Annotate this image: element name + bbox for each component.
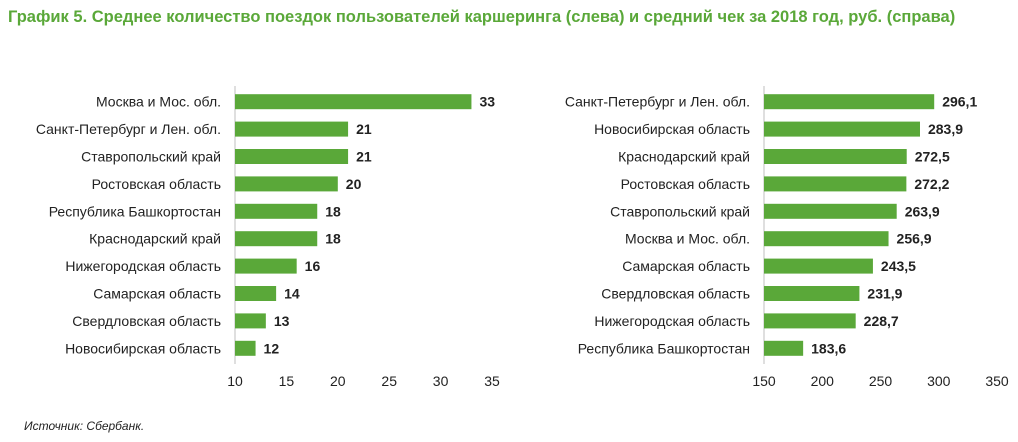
value-label: 33 [479, 94, 495, 110]
category-label: Москва и Мос. обл. [625, 231, 750, 247]
bar [235, 231, 318, 247]
bar [764, 313, 856, 329]
category-label: Нижегородская область [65, 258, 221, 274]
value-label: 20 [346, 176, 362, 192]
category-label: Ставропольский край [81, 149, 221, 165]
category-label: Самарская область [93, 286, 221, 302]
value-label: 263,9 [905, 203, 940, 219]
value-label: 14 [284, 286, 300, 302]
value-label: 18 [325, 203, 341, 219]
chart-title: График 5. Среднее количество поездок пол… [8, 8, 956, 26]
value-label: 243,5 [881, 258, 916, 274]
value-label: 231,9 [867, 286, 902, 302]
x-tick-label: 200 [811, 373, 835, 389]
bar [235, 149, 349, 164]
category-label: Ростовская область [621, 176, 750, 192]
x-tick-label: 35 [484, 373, 500, 389]
category-label: Москва и Мос. обл. [96, 94, 221, 110]
value-label: 16 [305, 258, 321, 274]
category-label: Краснодарский край [89, 231, 221, 247]
value-label: 183,6 [811, 340, 846, 356]
category-label: Республика Башкортостан [49, 203, 221, 219]
category-label: Краснодарский край [618, 149, 750, 165]
category-label: Санкт-Петербург и Лен. обл. [565, 94, 750, 110]
bar [764, 121, 920, 137]
x-tick-label: 20 [330, 373, 346, 389]
value-label: 12 [264, 340, 280, 356]
category-label: Нижегородская область [594, 313, 750, 329]
bar [235, 286, 277, 301]
x-tick-label: 350 [985, 373, 1009, 389]
value-label: 18 [325, 231, 341, 247]
category-label: Новосибирская область [594, 121, 750, 137]
x-tick-label: 15 [279, 373, 295, 389]
value-label: 13 [274, 313, 290, 329]
category-label: Республика Башкортостан [578, 340, 750, 356]
x-tick-label: 30 [433, 373, 449, 389]
x-tick-label: 25 [381, 373, 397, 389]
value-label: 21 [356, 121, 372, 137]
bar [764, 231, 889, 247]
bar [764, 149, 907, 164]
bar [235, 258, 297, 274]
x-tick-label: 10 [227, 373, 243, 389]
value-label: 228,7 [864, 313, 899, 329]
value-label: 272,5 [915, 149, 950, 165]
bar [764, 176, 907, 192]
x-tick-label: 300 [927, 373, 951, 389]
bar [764, 203, 897, 219]
value-label: 256,9 [897, 231, 932, 247]
value-label: 296,1 [942, 94, 977, 110]
x-tick-label: 150 [752, 373, 776, 389]
bar [764, 286, 860, 301]
bar [235, 313, 266, 329]
category-label: Ставропольский край [610, 203, 750, 219]
category-label: Самарская область [622, 258, 750, 274]
category-label: Санкт-Петербург и Лен. обл. [36, 121, 221, 137]
left-bar-chart: Москва и Мос. обл. 33 Санкт-Петербург и Ле… [36, 86, 500, 389]
value-label: 21 [356, 149, 372, 165]
bar [764, 340, 804, 356]
right-bar-chart: Санкт-Петербург и Лен. обл. 296,1 Новосиби… [565, 86, 1009, 389]
category-label: Новосибирская область [65, 340, 221, 356]
category-label: Ростовская область [92, 176, 221, 192]
bar [235, 121, 349, 137]
bar [764, 94, 935, 110]
value-label: 283,9 [928, 121, 963, 137]
bar [235, 176, 338, 192]
bar [235, 94, 472, 110]
bar [235, 203, 318, 219]
category-label: Свердловская область [601, 286, 750, 302]
value-label: 272,2 [914, 176, 949, 192]
category-label: Свердловская область [72, 313, 221, 329]
bar [764, 258, 873, 274]
source-note: Источник: Сбербанк. [24, 419, 145, 433]
x-tick-label: 250 [869, 373, 893, 389]
bar [235, 340, 256, 356]
